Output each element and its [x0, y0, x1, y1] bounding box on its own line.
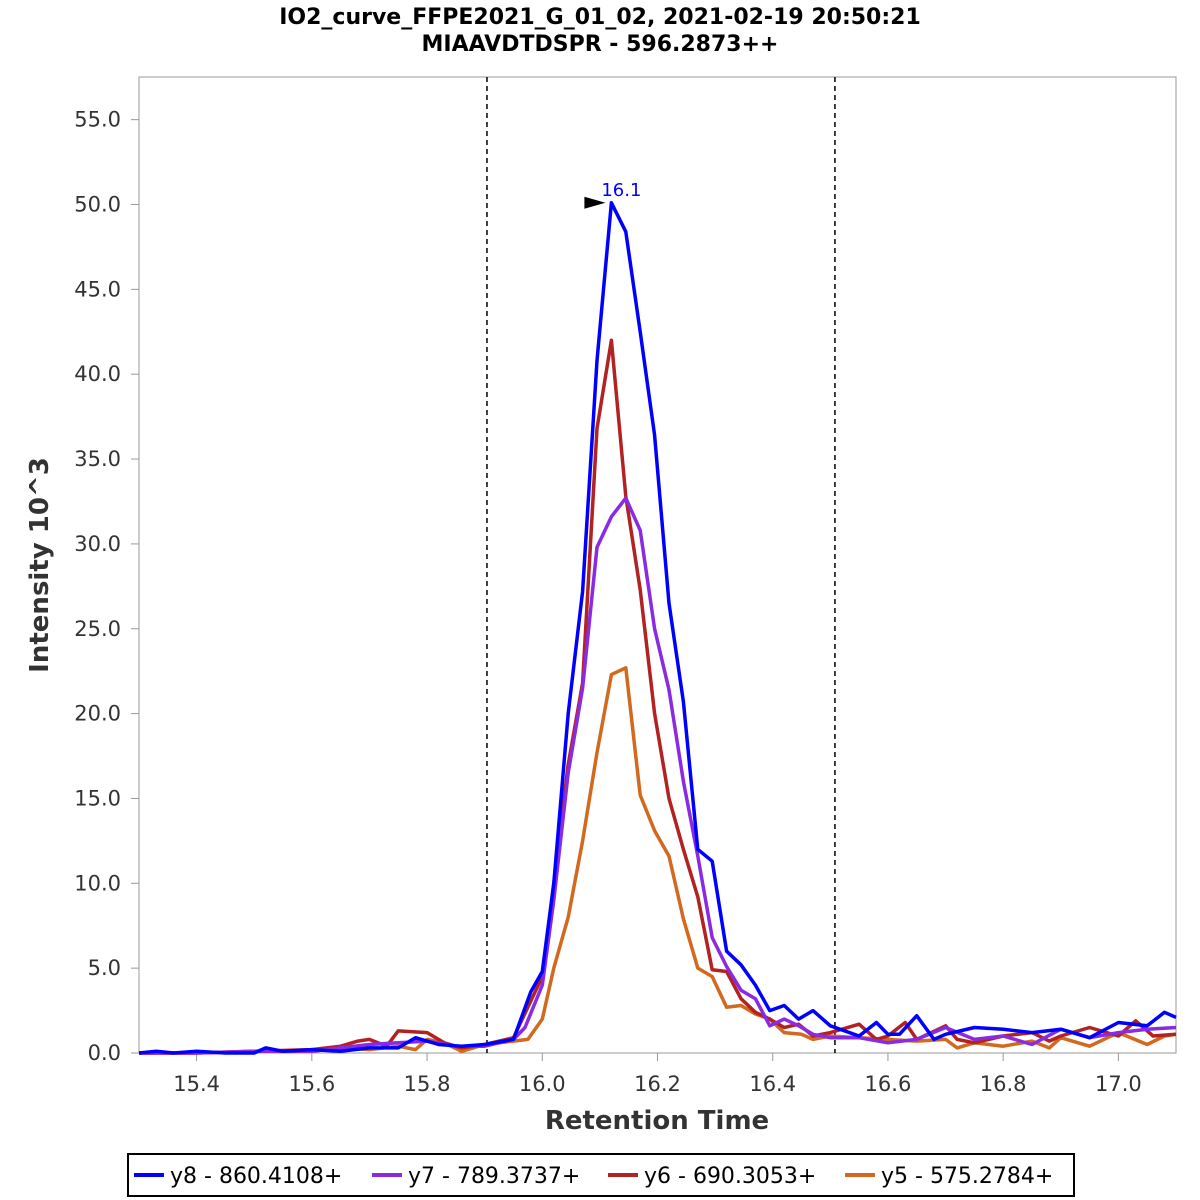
y-tick-label: 25.0 [74, 617, 121, 641]
y-tick-label: 5.0 [88, 956, 121, 980]
chart-subtitle: MIAAVDTDSPR - 596.2873++ [422, 32, 779, 57]
x-tick-label: 15.6 [288, 1072, 335, 1096]
y-tick-label: 35.0 [74, 447, 121, 471]
legend-entry-label: y7 - 789.3737+ [408, 1164, 580, 1189]
integration-boundaries [486, 77, 836, 1053]
x-tick-label: 16.0 [519, 1072, 566, 1096]
x-tick-label: 17.0 [1095, 1072, 1142, 1096]
x-axis: 15.4 15.6 15.8 16.0 16.2 16.4 16.6 16.8 17.0 [173, 1053, 1142, 1096]
y-axis: 0.0 5.0 10.0 15.0 20.0 25.0 30.0 35.0 40.0 45.0 50… [74, 108, 139, 1065]
x-tick-label: 16.8 [980, 1072, 1027, 1096]
y-tick-label: 50.0 [74, 193, 121, 217]
y-tick-label: 45.0 [74, 277, 121, 301]
y-tick-label: 10.0 [74, 871, 121, 895]
legend-entry-label: y5 - 575.2784+ [881, 1164, 1053, 1189]
y-tick-label: 15.0 [74, 786, 121, 810]
peak-label: 16.1 [601, 180, 641, 201]
x-tick-label: 16.2 [634, 1072, 681, 1096]
plot-area [138, 76, 1177, 1054]
peak-annotation: 16.1 [584, 180, 641, 209]
legend-entry-label: y6 - 690.3053+ [644, 1164, 816, 1189]
x-tick-label: 15.8 [404, 1072, 451, 1096]
y-axis-title: Intensity 10^3 [25, 457, 55, 673]
x-tick-label: 16.6 [865, 1072, 912, 1096]
legend-box [127, 1153, 1075, 1197]
y-tick-label: 55.0 [74, 108, 121, 132]
y-tick-label: 30.0 [74, 532, 121, 556]
y-tick-label: 0.0 [88, 1041, 121, 1065]
y-tick-label: 20.0 [74, 702, 121, 726]
peak-marker-arrow [584, 196, 606, 209]
series-lines [138, 201, 1177, 1055]
chart-title: IO2_curve_FFPE2021_G_01_02, 2021-02-19 2… [279, 5, 921, 30]
x-axis-title: Retention Time [545, 1106, 769, 1136]
x-tick-label: 16.4 [749, 1072, 796, 1096]
x-tick-label: 15.4 [173, 1072, 220, 1096]
y-tick-label: 40.0 [74, 362, 121, 386]
series-line [138, 201, 1177, 1055]
legend-entry-label: y8 - 860.4108+ [170, 1164, 342, 1189]
legend: y8 - 860.4108+ y7 - 789.3737+ y6 - 690.305… [134, 1164, 1053, 1189]
